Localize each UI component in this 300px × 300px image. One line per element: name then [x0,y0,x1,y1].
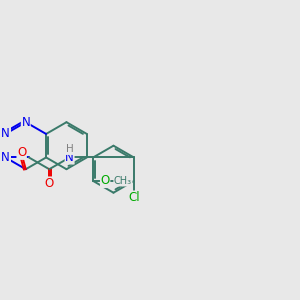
Text: O: O [100,175,110,188]
Text: Cl: Cl [128,191,140,204]
Text: O: O [45,177,54,190]
Text: CH₃: CH₃ [114,176,132,186]
Text: N: N [21,116,30,129]
Text: H: H [66,144,74,154]
Text: N: N [1,151,10,164]
Text: N: N [65,151,74,164]
Text: N: N [1,128,10,140]
Text: O: O [17,146,26,159]
